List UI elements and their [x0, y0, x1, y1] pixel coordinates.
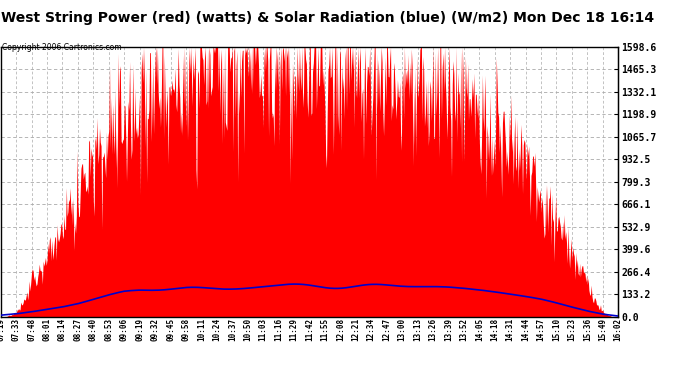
Text: West String Power (red) (watts) & Solar Radiation (blue) (W/m2) Mon Dec 18 16:14: West String Power (red) (watts) & Solar …	[1, 11, 655, 25]
Text: Copyright 2006 Cartronics.com: Copyright 2006 Cartronics.com	[2, 43, 121, 52]
